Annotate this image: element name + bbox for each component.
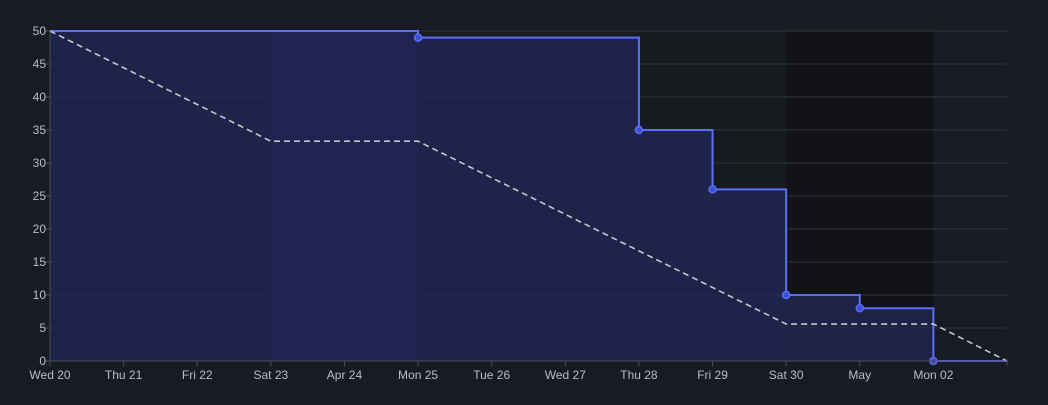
- x-tick-label: Wed 27: [545, 368, 586, 382]
- y-tick-label: 10: [33, 288, 47, 302]
- y-tick-label: 25: [33, 189, 47, 203]
- data-point-3: [781, 290, 791, 300]
- x-tick-label: Fri 29: [697, 368, 728, 382]
- y-tick-label: 0: [39, 354, 46, 368]
- x-tick-label: Fri 22: [182, 368, 213, 382]
- x-tick-label: Sat 30: [769, 368, 804, 382]
- y-tick-label: 20: [33, 222, 47, 236]
- remaining-work-line: [50, 30, 1007, 362]
- y-tick-label: 5: [39, 321, 46, 335]
- data-point-1: [634, 125, 644, 135]
- data-point-4: [855, 303, 865, 313]
- x-tick-label: Mon 25: [398, 368, 438, 382]
- x-tick-label: Thu 28: [620, 368, 658, 382]
- series-layer: [49, 30, 1008, 366]
- x-tick-label: Thu 21: [105, 368, 143, 382]
- y-tick-label: 35: [33, 123, 47, 137]
- remaining-area-fill: [50, 31, 1007, 361]
- x-tick-label: Wed 20: [29, 368, 70, 382]
- x-tick-label: Mon 02: [913, 368, 953, 382]
- y-tick-label: 30: [33, 156, 47, 170]
- y-tick-label: 40: [33, 90, 47, 104]
- ideal-guideline: [49, 30, 1008, 362]
- y-tick-label: 15: [33, 255, 47, 269]
- y-tick-label: 50: [33, 24, 47, 38]
- x-tick-label: Apr 24: [327, 368, 363, 382]
- data-point-0: [413, 33, 423, 42]
- y-tick-label: 45: [33, 57, 47, 71]
- x-tick-label: May: [848, 368, 871, 382]
- axes: 0 5 10 15 20 25 30 35 40 45 50 Wed 20 Thu 21 Fri 22 Sa…: [29, 24, 1008, 382]
- x-tick-label: Tue 26: [473, 368, 510, 382]
- data-point-2: [708, 185, 717, 194]
- x-tick-label: Sat 23: [253, 368, 288, 382]
